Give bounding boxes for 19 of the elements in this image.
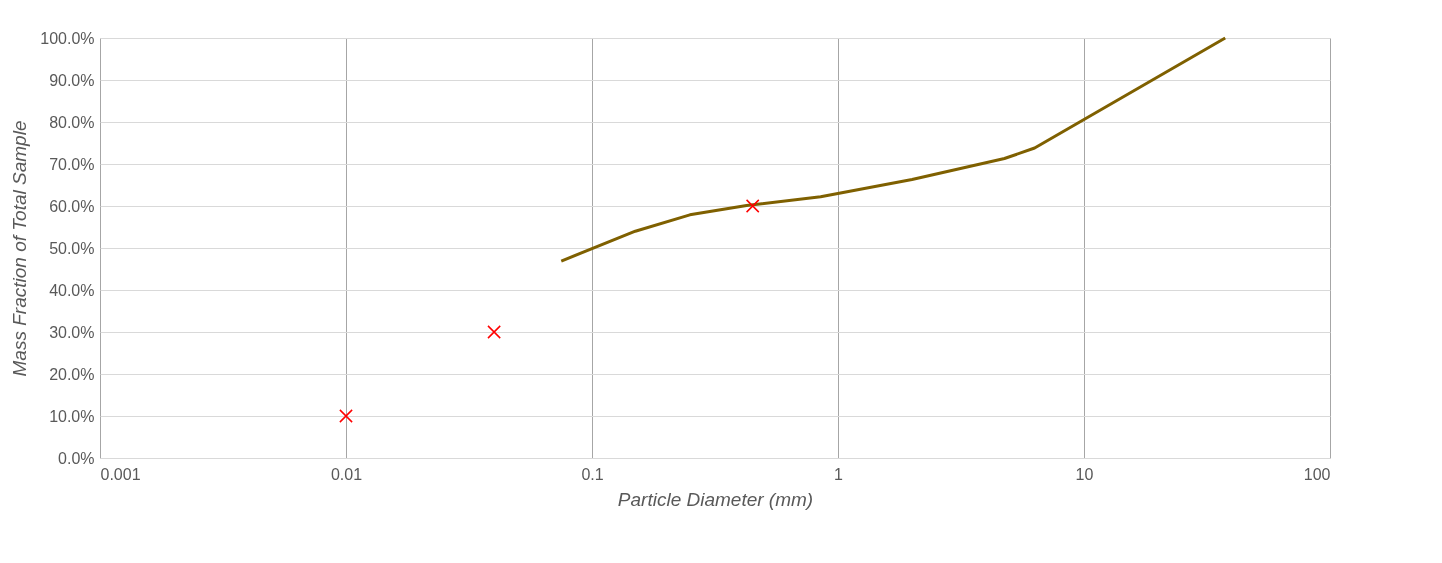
x-tick-label: 0.01 (330, 465, 363, 483)
y-tick-label: 70.0% (49, 155, 95, 173)
y-tick-label: 90.0% (49, 71, 95, 89)
y-tick-label: 0.0% (58, 449, 95, 467)
y-tick-label: 80.0% (49, 113, 95, 131)
x-tick-label: 10 (1075, 465, 1094, 483)
y-tick-label: 30.0% (49, 323, 95, 341)
y-axis-title: Mass Fraction of Total Sample (9, 120, 31, 377)
y-tick-label: 100.0% (40, 29, 95, 47)
x-tick-label: 1 (834, 465, 844, 483)
y-tick-label: 10.0% (49, 407, 95, 425)
x-tick-label: 0.1 (581, 465, 604, 483)
y-tick-label: 50.0% (49, 239, 95, 257)
x-tick-label: 0.001 (100, 465, 141, 483)
x-axis-title: Particle Diameter (mm) (617, 488, 814, 510)
y-tick-label: 40.0% (49, 281, 95, 299)
x-tick-label: 100 (1303, 465, 1331, 483)
y-tick-label: 60.0% (49, 197, 95, 215)
y-tick-label: 20.0% (49, 365, 95, 383)
